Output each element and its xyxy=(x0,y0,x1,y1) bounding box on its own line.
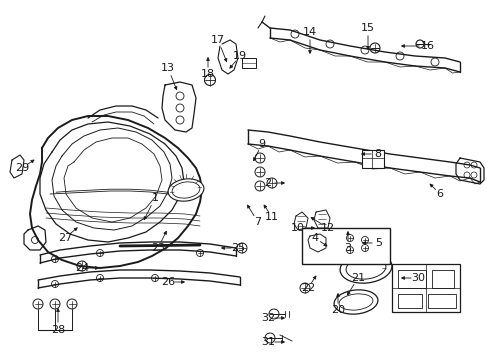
Ellipse shape xyxy=(168,179,204,201)
Text: 4: 4 xyxy=(312,233,318,243)
Text: 27: 27 xyxy=(58,233,72,243)
Ellipse shape xyxy=(340,253,392,283)
Text: 1: 1 xyxy=(151,193,158,203)
Polygon shape xyxy=(40,242,236,263)
Bar xyxy=(428,294,456,308)
Text: 10: 10 xyxy=(291,223,305,233)
Text: 11: 11 xyxy=(265,212,279,222)
Text: 15: 15 xyxy=(361,23,375,33)
Ellipse shape xyxy=(339,294,373,310)
Polygon shape xyxy=(270,28,460,72)
Text: 7: 7 xyxy=(254,217,262,227)
Text: 25: 25 xyxy=(231,243,245,253)
Bar xyxy=(392,264,460,312)
Bar xyxy=(398,294,422,308)
Text: 19: 19 xyxy=(233,51,247,61)
Text: 32: 32 xyxy=(261,313,275,323)
Text: 9: 9 xyxy=(258,139,266,149)
Bar xyxy=(398,270,426,288)
Text: 14: 14 xyxy=(303,27,317,37)
Ellipse shape xyxy=(172,182,200,198)
Bar xyxy=(302,228,390,264)
Bar xyxy=(242,58,256,68)
Text: 17: 17 xyxy=(211,35,225,45)
Text: 5: 5 xyxy=(375,238,383,248)
Text: 18: 18 xyxy=(201,69,215,79)
Ellipse shape xyxy=(346,257,386,279)
Polygon shape xyxy=(248,130,480,182)
Text: 28: 28 xyxy=(51,325,65,335)
Text: 30: 30 xyxy=(411,273,425,283)
Text: 6: 6 xyxy=(437,189,443,199)
Text: 8: 8 xyxy=(374,149,382,159)
Text: 2: 2 xyxy=(265,178,271,188)
Ellipse shape xyxy=(334,290,378,314)
Text: 22: 22 xyxy=(301,283,315,293)
Text: 3: 3 xyxy=(344,243,351,253)
Polygon shape xyxy=(38,270,240,288)
Bar xyxy=(432,270,454,288)
Text: 26: 26 xyxy=(161,277,175,287)
Text: 23: 23 xyxy=(151,243,165,253)
Text: 13: 13 xyxy=(161,63,175,73)
Text: 12: 12 xyxy=(321,223,335,233)
Text: 16: 16 xyxy=(421,41,435,51)
Text: 29: 29 xyxy=(15,163,29,173)
Bar xyxy=(362,150,384,168)
Text: 24: 24 xyxy=(75,263,89,273)
Text: 31: 31 xyxy=(261,337,275,347)
Text: 21: 21 xyxy=(351,273,365,283)
Text: 20: 20 xyxy=(331,305,345,315)
